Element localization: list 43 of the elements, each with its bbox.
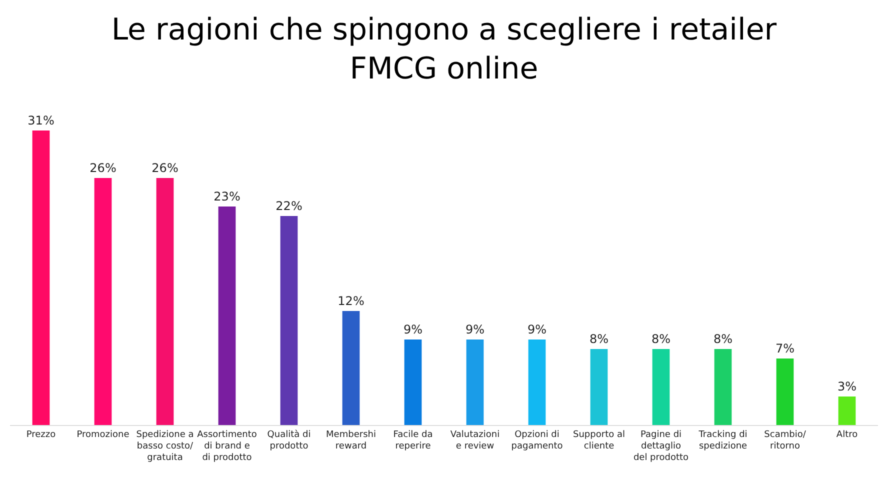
data-label: 8% [589, 332, 609, 346]
data-label: 9% [527, 322, 547, 336]
x-tick-label: Pagine di dettaglio del prodotto [633, 430, 690, 464]
x-tick-label: Tracking di spedizione [698, 430, 748, 452]
bar [32, 130, 50, 425]
data-label: 23% [214, 190, 240, 204]
x-tick-label: Opzioni di pagamento [511, 430, 564, 452]
x-tick-label: Assortimento di brand e di prodotto [197, 430, 258, 464]
bar [342, 311, 360, 425]
bar [528, 340, 546, 425]
bar [466, 340, 484, 425]
bar [404, 340, 422, 425]
bar [280, 216, 298, 425]
x-tick-label: Qualità di prodotto [267, 428, 311, 452]
x-tick-label: Supporto al cliente [573, 430, 625, 452]
data-label: 26% [152, 161, 178, 175]
bar [776, 358, 794, 425]
data-label: 12% [338, 294, 364, 308]
data-label: 3% [837, 380, 857, 394]
data-label: 8% [713, 332, 733, 346]
x-tick-label: Promozione [76, 430, 130, 440]
data-label: 9% [465, 322, 485, 336]
bar [156, 178, 174, 425]
bar [94, 178, 112, 425]
data-label: 8% [651, 332, 671, 346]
x-tick-label: Spedizione a basso costo/ gratuita [136, 430, 194, 464]
bar [652, 349, 670, 425]
x-tick-label: Altro [836, 430, 858, 440]
x-tick-label: Membershi reward [326, 430, 376, 452]
x-tick-label: Valutazioni e review [450, 430, 500, 452]
data-label: 31% [28, 114, 54, 128]
x-tick-label: Facile da reperire [393, 430, 433, 452]
bar [838, 396, 856, 425]
x-tick-label: Scambio/ ritorno [764, 430, 807, 452]
bar [590, 349, 608, 425]
data-label: 7% [775, 342, 795, 356]
data-label: 9% [403, 322, 423, 336]
chart-title: Le ragioni che spingono a scegliere i retailer FMCG online [111, 12, 778, 87]
bar [218, 206, 236, 425]
data-label: 26% [90, 161, 116, 175]
bar [714, 349, 732, 425]
x-tick-label: Prezzo [26, 430, 56, 440]
data-label: 22% [276, 199, 302, 213]
